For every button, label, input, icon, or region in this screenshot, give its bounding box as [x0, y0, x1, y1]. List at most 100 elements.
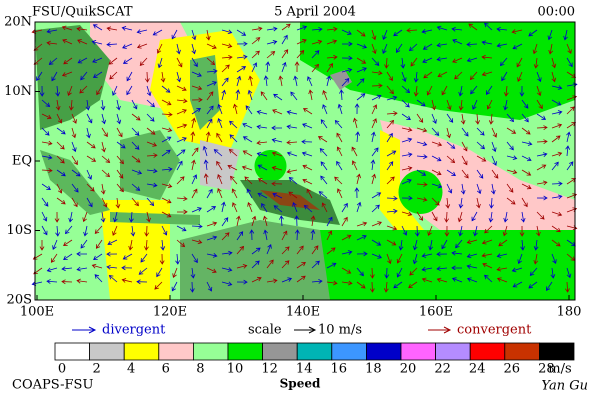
- wind-vector: [536, 211, 545, 220]
- wind-vector: [371, 173, 377, 185]
- wind-vector: [551, 181, 563, 187]
- wind-vector: [131, 183, 141, 191]
- wind-vector: [82, 211, 88, 223]
- wind-vector: [384, 57, 389, 69]
- wind-vector: [516, 57, 523, 68]
- wind-vector: [546, 281, 553, 291]
- wind-vector: [481, 239, 493, 245]
- wind-vector: [206, 105, 214, 115]
- wind-vector: [481, 252, 493, 258]
- wind-vector: [288, 177, 298, 185]
- wind-vector: [67, 85, 73, 97]
- wind-vector: [242, 136, 253, 143]
- wind-vector: [519, 225, 525, 237]
- wind-vector: [191, 253, 198, 264]
- legend-scale: scale: [248, 323, 282, 338]
- wind-vector: [466, 277, 478, 283]
- wind-vector: [496, 43, 508, 48]
- wind-vector: [232, 103, 238, 115]
- wind-vector: [468, 23, 478, 31]
- wind-vector: [107, 239, 118, 246]
- wind-vector: [401, 85, 411, 94]
- wind-vector: [122, 57, 133, 64]
- wind-vector: [354, 187, 360, 199]
- wind-vector: [294, 215, 300, 227]
- wind-vector: [273, 93, 283, 101]
- wind-vector: [191, 29, 197, 41]
- wind-vector: [236, 245, 245, 255]
- wind-vector: [202, 145, 208, 157]
- convergent-arrow-head: [443, 326, 452, 334]
- wind-vector: [217, 188, 223, 199]
- wind-vector: [76, 26, 88, 32]
- colorbar-swatch: [365, 342, 402, 361]
- wind-vector: [484, 22, 493, 31]
- wind-vector: [458, 197, 464, 209]
- wind-vector: [421, 253, 433, 258]
- wind-vector: [482, 262, 493, 269]
- lon-label: 160E: [419, 305, 453, 320]
- wind-vector: [370, 159, 376, 171]
- wind-vector: [146, 197, 155, 207]
- wind-vector: [532, 43, 538, 55]
- wind-vector: [92, 57, 103, 63]
- wind-vector: [551, 211, 563, 217]
- wind-vector: [521, 197, 528, 208]
- wind-vector: [422, 57, 433, 64]
- colorbar-tick: 0: [58, 362, 66, 377]
- wind-vector: [551, 161, 559, 171]
- lat-label: 10N: [4, 84, 32, 99]
- wind-vector: [206, 81, 217, 87]
- wind-vector: [71, 141, 77, 153]
- wind-vector: [136, 43, 148, 49]
- wind-vector: [161, 99, 172, 106]
- wind-vector: [61, 71, 73, 77]
- wind-vector: [431, 155, 442, 162]
- wind-vector: [303, 204, 313, 213]
- wind-vector: [451, 250, 463, 256]
- colorbar-tick: 16: [331, 362, 348, 377]
- wind-vector: [476, 197, 481, 209]
- wind-vector: [94, 274, 103, 283]
- wind-vector: [503, 85, 509, 97]
- wind-vector: [271, 181, 283, 187]
- wind-vector: [296, 49, 305, 59]
- wind-vector: [491, 155, 497, 166]
- wind-vector: [221, 232, 230, 241]
- wind-vector: [371, 192, 382, 199]
- wind-vector: [371, 221, 382, 227]
- wind-vector: [176, 196, 188, 202]
- speed-patch: [330, 70, 352, 90]
- wind-vector: [414, 225, 420, 237]
- header-right: 00:00: [538, 5, 575, 20]
- wind-vector: [221, 201, 226, 213]
- wind-vector: [106, 42, 118, 47]
- wind-vector: [61, 25, 73, 31]
- wind-vector: [63, 253, 73, 261]
- wind-vector: [101, 197, 108, 208]
- wind-vector: [506, 197, 516, 205]
- wind-vector: [294, 61, 300, 73]
- wind-vector: [115, 197, 121, 209]
- wind-vector: [76, 251, 88, 257]
- wind-vector: [116, 141, 126, 149]
- wind-vector: [413, 85, 419, 97]
- wind-vector: [94, 225, 103, 234]
- wind-vector: [41, 197, 49, 207]
- wind-vector: [271, 165, 283, 171]
- wind-vector: [266, 259, 274, 269]
- wind-vector: [460, 113, 466, 125]
- wind-vector: [79, 85, 88, 94]
- wind-vector: [221, 43, 233, 49]
- wind-vector: [393, 281, 403, 289]
- wind-vector: [528, 281, 538, 289]
- wind-vector: [131, 99, 138, 110]
- wind-vector: [126, 71, 133, 82]
- wind-vector: [281, 260, 290, 269]
- wind-vector: [550, 267, 556, 279]
- wind-vector: [92, 71, 103, 78]
- wind-vector: [116, 127, 123, 138]
- wind-vector: [257, 178, 268, 185]
- wind-vector: [206, 281, 213, 292]
- wind-vector: [302, 164, 313, 171]
